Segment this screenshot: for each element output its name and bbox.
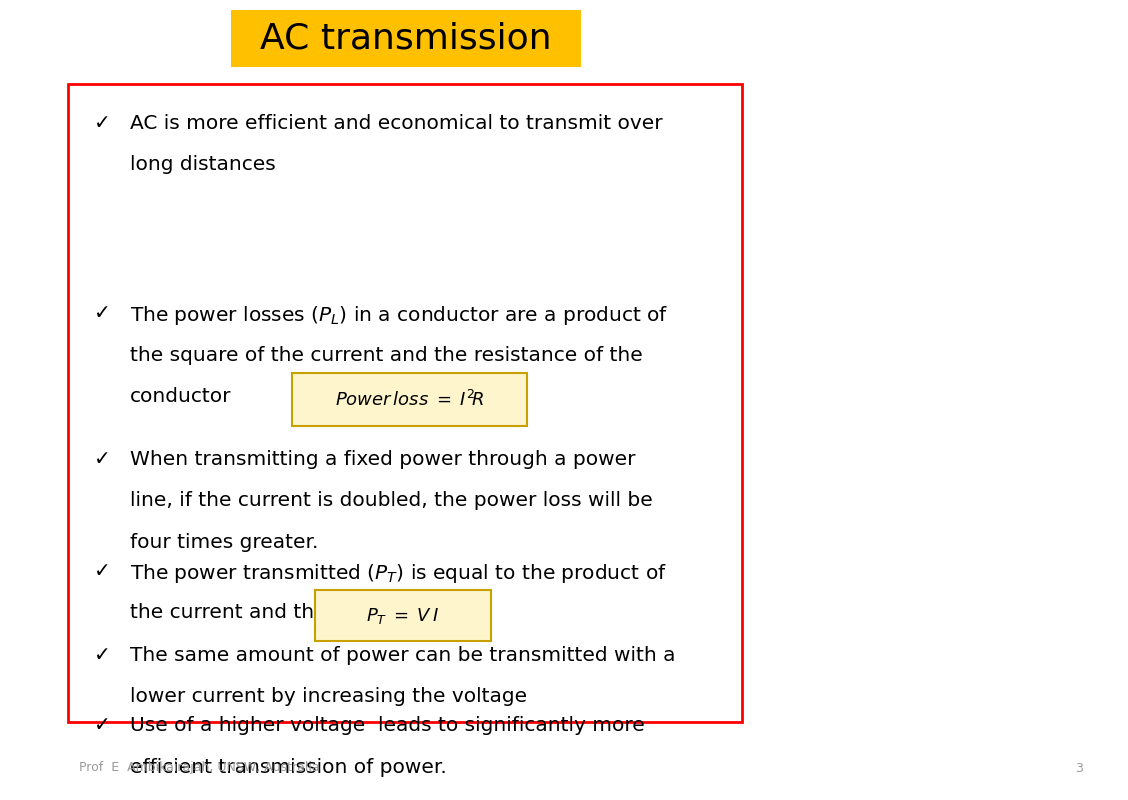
Text: AC is more efficient and economical to transmit over: AC is more efficient and economical to t…	[130, 114, 662, 133]
Text: ✓: ✓	[94, 304, 111, 323]
Text: The power transmitted ($P_T$) is equal to the product of: The power transmitted ($P_T$) is equal t…	[130, 562, 667, 585]
Text: the current and the voltage: the current and the voltage	[130, 603, 408, 622]
Text: conductor: conductor	[130, 387, 231, 406]
Text: ✓: ✓	[94, 716, 111, 735]
Text: When transmitting a fixed power through a power: When transmitting a fixed power through …	[130, 450, 635, 469]
FancyBboxPatch shape	[231, 10, 581, 67]
Text: four times greater.: four times greater.	[130, 533, 318, 552]
Text: the square of the current and the resistance of the: the square of the current and the resist…	[130, 346, 643, 365]
Text: line, if the current is doubled, the power loss will be: line, if the current is doubled, the pow…	[130, 491, 652, 510]
FancyBboxPatch shape	[292, 374, 527, 426]
Text: Prof  E  Ambikairajah, UNSW, Australia: Prof E Ambikairajah, UNSW, Australia	[79, 762, 319, 774]
Text: $P_T\;=\;V\,I$: $P_T\;=\;V\,I$	[367, 606, 439, 626]
Text: 3: 3	[1075, 762, 1083, 774]
Text: The power losses ($P_L$) in a conductor are a product of: The power losses ($P_L$) in a conductor …	[130, 304, 668, 327]
FancyBboxPatch shape	[315, 590, 491, 642]
Text: ✓: ✓	[94, 562, 111, 581]
Text: ✓: ✓	[94, 450, 111, 469]
Text: lower current by increasing the voltage: lower current by increasing the voltage	[130, 687, 527, 706]
Text: ✓: ✓	[94, 646, 111, 665]
FancyBboxPatch shape	[68, 84, 742, 722]
Text: $Power\,loss\;=\;I^2\!R$: $Power\,loss\;=\;I^2\!R$	[335, 390, 484, 410]
Text: efficient transmission of power.: efficient transmission of power.	[130, 758, 447, 777]
Text: ✓: ✓	[94, 114, 111, 133]
Text: Use of a higher voltage  leads to significantly more: Use of a higher voltage leads to signifi…	[130, 716, 644, 735]
Text: The same amount of power can be transmitted with a: The same amount of power can be transmit…	[130, 646, 676, 665]
Text: AC transmission: AC transmission	[261, 22, 552, 55]
Text: long distances: long distances	[130, 155, 275, 174]
